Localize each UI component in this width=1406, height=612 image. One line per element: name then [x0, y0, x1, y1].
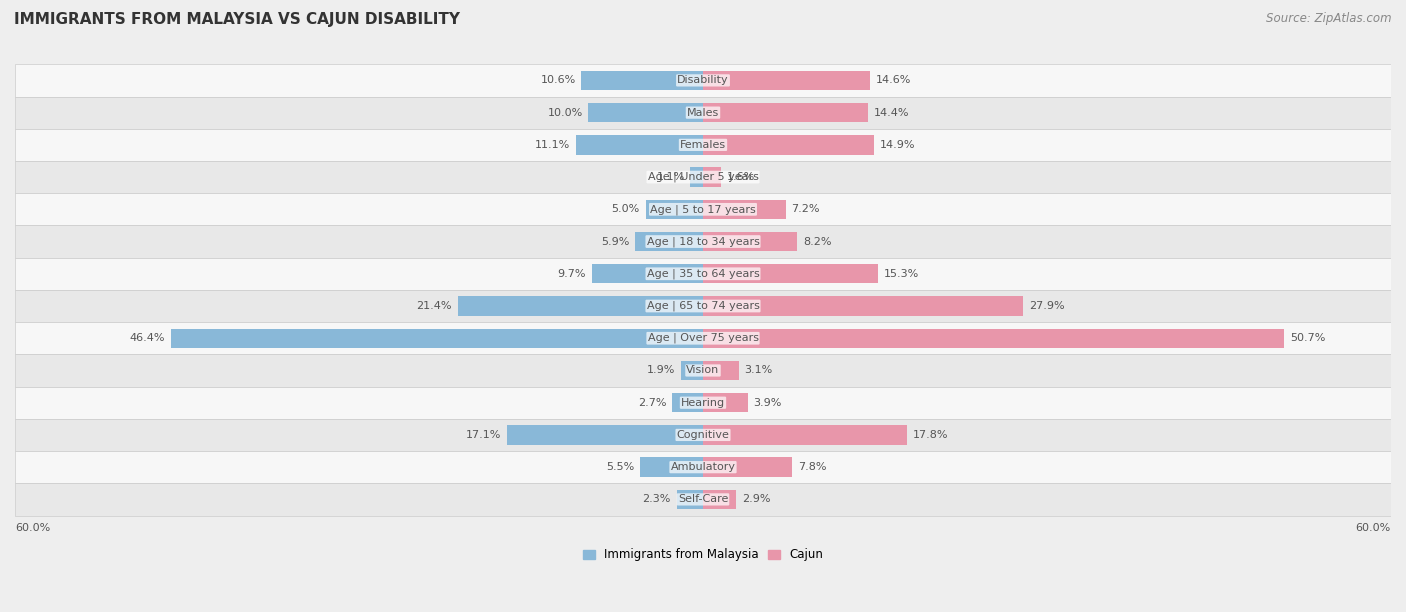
Text: 60.0%: 60.0%: [15, 523, 51, 532]
Bar: [15, 483, 1391, 515]
Bar: [15, 129, 1391, 161]
Text: Females: Females: [681, 140, 725, 150]
Text: 15.3%: 15.3%: [884, 269, 920, 279]
Bar: [508, 425, 703, 444]
Bar: [592, 264, 703, 283]
Text: Age | 65 to 74 years: Age | 65 to 74 years: [647, 300, 759, 312]
Text: 2.9%: 2.9%: [742, 494, 770, 504]
Bar: [15, 354, 1391, 387]
Text: 1.6%: 1.6%: [727, 172, 755, 182]
Text: 7.8%: 7.8%: [799, 462, 827, 472]
Bar: [15, 64, 1391, 97]
Bar: [15, 451, 1391, 483]
Text: 14.4%: 14.4%: [875, 108, 910, 118]
Bar: [676, 490, 703, 509]
Text: 3.1%: 3.1%: [744, 365, 772, 376]
Text: Ambulatory: Ambulatory: [671, 462, 735, 472]
Text: Cognitive: Cognitive: [676, 430, 730, 440]
Bar: [703, 71, 870, 90]
Bar: [703, 103, 868, 122]
Bar: [703, 264, 879, 283]
Text: 21.4%: 21.4%: [416, 301, 451, 311]
Bar: [575, 135, 703, 155]
Text: 5.5%: 5.5%: [606, 462, 634, 472]
Text: 10.0%: 10.0%: [547, 108, 582, 118]
Bar: [682, 361, 703, 380]
Text: 2.3%: 2.3%: [643, 494, 671, 504]
Bar: [690, 168, 703, 187]
Text: Age | Under 5 years: Age | Under 5 years: [648, 172, 758, 182]
Text: 14.6%: 14.6%: [876, 75, 911, 86]
Bar: [703, 296, 1024, 316]
Bar: [15, 258, 1391, 290]
Bar: [15, 322, 1391, 354]
Text: 2.7%: 2.7%: [638, 398, 666, 408]
Bar: [15, 193, 1391, 225]
Text: Vision: Vision: [686, 365, 720, 376]
Text: Age | 5 to 17 years: Age | 5 to 17 years: [650, 204, 756, 215]
Text: 5.0%: 5.0%: [612, 204, 640, 214]
Bar: [703, 458, 793, 477]
Bar: [15, 97, 1391, 129]
Bar: [15, 225, 1391, 258]
Text: Disability: Disability: [678, 75, 728, 86]
Text: 10.6%: 10.6%: [540, 75, 575, 86]
Bar: [703, 135, 875, 155]
Text: 27.9%: 27.9%: [1029, 301, 1064, 311]
Text: 3.9%: 3.9%: [754, 398, 782, 408]
Text: IMMIGRANTS FROM MALAYSIA VS CAJUN DISABILITY: IMMIGRANTS FROM MALAYSIA VS CAJUN DISABI…: [14, 12, 460, 28]
Bar: [703, 393, 748, 412]
Text: 8.2%: 8.2%: [803, 237, 831, 247]
Legend: Immigrants from Malaysia, Cajun: Immigrants from Malaysia, Cajun: [578, 543, 828, 566]
Text: Age | 18 to 34 years: Age | 18 to 34 years: [647, 236, 759, 247]
Text: Males: Males: [688, 108, 718, 118]
Bar: [15, 387, 1391, 419]
Bar: [172, 329, 703, 348]
Text: 1.9%: 1.9%: [647, 365, 675, 376]
Text: 14.9%: 14.9%: [880, 140, 915, 150]
Bar: [672, 393, 703, 412]
Text: Age | 35 to 64 years: Age | 35 to 64 years: [647, 269, 759, 279]
Text: Self-Care: Self-Care: [678, 494, 728, 504]
Bar: [645, 200, 703, 219]
Bar: [703, 200, 786, 219]
Text: 46.4%: 46.4%: [129, 334, 166, 343]
Bar: [703, 425, 907, 444]
Text: Hearing: Hearing: [681, 398, 725, 408]
Bar: [15, 419, 1391, 451]
Bar: [640, 458, 703, 477]
Bar: [703, 168, 721, 187]
Text: 9.7%: 9.7%: [558, 269, 586, 279]
Bar: [703, 490, 737, 509]
Text: 60.0%: 60.0%: [1355, 523, 1391, 532]
Bar: [636, 232, 703, 251]
Text: Age | Over 75 years: Age | Over 75 years: [648, 333, 758, 343]
Bar: [15, 161, 1391, 193]
Text: 11.1%: 11.1%: [534, 140, 569, 150]
Text: 17.8%: 17.8%: [912, 430, 948, 440]
Text: 7.2%: 7.2%: [792, 204, 820, 214]
Text: 5.9%: 5.9%: [602, 237, 630, 247]
Bar: [703, 361, 738, 380]
Bar: [457, 296, 703, 316]
Text: 50.7%: 50.7%: [1291, 334, 1326, 343]
Bar: [588, 103, 703, 122]
Bar: [15, 290, 1391, 322]
Bar: [703, 329, 1284, 348]
Text: 1.1%: 1.1%: [657, 172, 685, 182]
Bar: [703, 232, 797, 251]
Text: 17.1%: 17.1%: [465, 430, 501, 440]
Bar: [582, 71, 703, 90]
Text: Source: ZipAtlas.com: Source: ZipAtlas.com: [1267, 12, 1392, 25]
